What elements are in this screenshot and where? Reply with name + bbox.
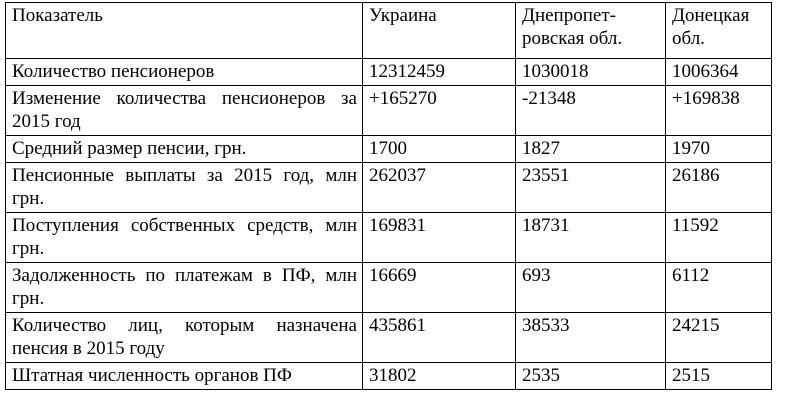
header-cell: Украина xyxy=(362,2,516,59)
cell-value: 24215 xyxy=(665,312,772,363)
table-row: Средний размер пенсии, грн. 1700 1827 1970 xyxy=(5,135,772,163)
cell-value: 1006364 xyxy=(665,58,772,86)
row-label: Штатная численность органов ПФ xyxy=(5,362,363,390)
cell-value: 16669 xyxy=(362,262,516,313)
header-row: Показатель Украина Днепропет- ровская обл.… xyxy=(5,2,772,59)
cell-value: 169831 xyxy=(362,212,516,263)
cell-value: 1827 xyxy=(515,135,666,163)
cell-value: 11592 xyxy=(665,212,772,263)
row-label: Изменение количества пенсионеров за 2015… xyxy=(5,85,363,136)
table-body: Показатель Украина Днепропет- ровская обл.… xyxy=(5,2,772,390)
cell-value: 2535 xyxy=(515,362,666,390)
cell-value: 1970 xyxy=(665,135,772,163)
row-label: Средний размер пенсии, грн. xyxy=(5,135,363,163)
cell-value: +165270 xyxy=(362,85,516,136)
cell-value: 6112 xyxy=(665,262,772,313)
table-row: Поступления собственных средств, млн грн… xyxy=(5,212,772,263)
row-label: Пенсионные выплаты за 2015 год, млн грн. xyxy=(5,162,363,213)
cell-value: 262037 xyxy=(362,162,516,213)
cell-value: 31802 xyxy=(362,362,516,390)
cell-value: 38533 xyxy=(515,312,666,363)
cell-value: 1030018 xyxy=(515,58,666,86)
table-row: Пенсионные выплаты за 2015 год, млн грн.… xyxy=(5,162,772,213)
cell-value: 2515 xyxy=(665,362,772,390)
row-label: Количество лиц, которым назначена пенсия… xyxy=(5,312,363,363)
row-label: Количество пенсионеров xyxy=(5,58,363,86)
row-label: Задолженность по платежам в ПФ, млн грн. xyxy=(5,262,363,313)
table-row: Изменение количества пенсионеров за 2015… xyxy=(5,85,772,136)
cell-value: 23551 xyxy=(515,162,666,213)
cell-value: 12312459 xyxy=(362,58,516,86)
table-row: Количество лиц, которым назначена пенсия… xyxy=(5,312,772,363)
cell-value: 435861 xyxy=(362,312,516,363)
cell-value: 26186 xyxy=(665,162,772,213)
cell-value: -21348 xyxy=(515,85,666,136)
table-row: Количество пенсионеров 12312459 1030018 100… xyxy=(5,58,772,86)
data-table: Показатель Украина Днепропет- ровская обл.… xyxy=(5,2,772,390)
cell-value: 1700 xyxy=(362,135,516,163)
header-cell: Показатель xyxy=(5,2,363,59)
header-cell: Донецкая обл. xyxy=(665,2,772,59)
cell-value: 693 xyxy=(515,262,666,313)
row-label: Поступления собственных средств, млн грн… xyxy=(5,212,363,263)
cell-value: 18731 xyxy=(515,212,666,263)
table-row: Задолженность по платежам в ПФ, млн грн.… xyxy=(5,262,772,313)
header-cell: Днепропет- ровская обл. xyxy=(515,2,666,59)
table-row: Штатная численность органов ПФ 31802 2535 2… xyxy=(5,362,772,390)
cell-value: +169838 xyxy=(665,85,772,136)
